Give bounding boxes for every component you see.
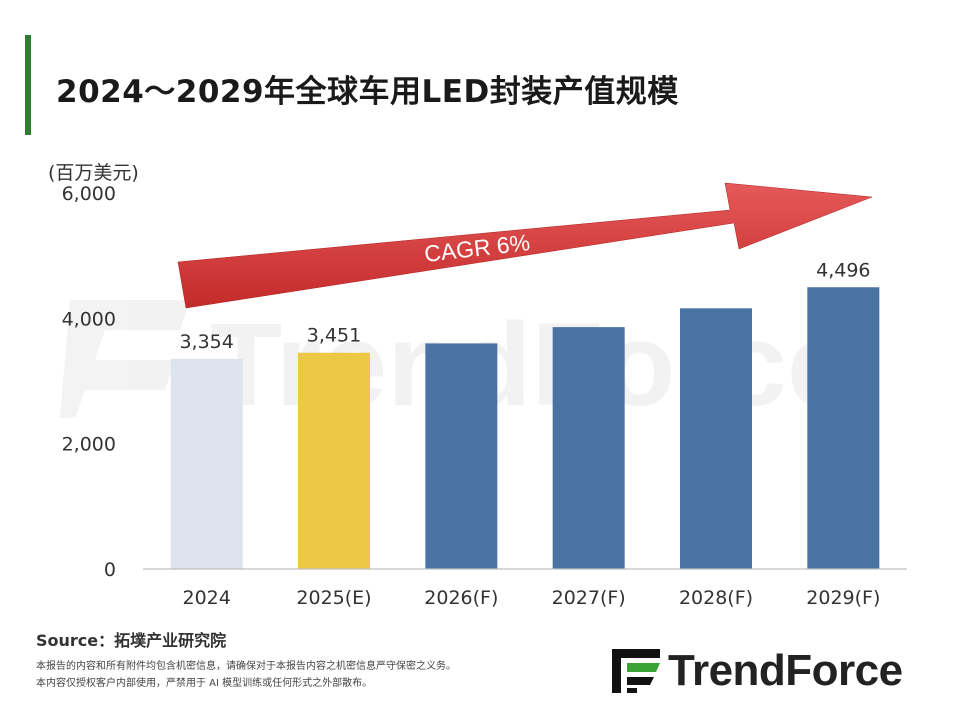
cagr-arrow-shape bbox=[177, 182, 873, 309]
bar bbox=[170, 358, 243, 569]
data-label: 3,451 bbox=[307, 325, 361, 347]
bar bbox=[807, 287, 880, 569]
y-tick-label: 4,000 bbox=[62, 308, 116, 330]
x-tick-label: 2025(E) bbox=[296, 587, 371, 609]
x-tick-label: 2029(F) bbox=[806, 587, 880, 609]
y-tick-label: 6,000 bbox=[62, 183, 116, 205]
disclaimer-line-1: 本报告的内容和所有附件均包含机密信息，请确保对于本报告内容之机密信息严守保密之义… bbox=[36, 661, 456, 672]
bar bbox=[298, 352, 370, 569]
disclaimer-line-2: 本内容仅授权客户内部使用，严禁用于 AI 模型训练或任何形式之外部散布。 bbox=[36, 678, 373, 689]
x-tick-label: 2028(F) bbox=[679, 587, 753, 609]
data-labels: 3,354 3,451 4,496 bbox=[179, 259, 870, 353]
title-accent-bar bbox=[25, 35, 31, 135]
y-tick-label: 2,000 bbox=[62, 434, 116, 456]
bar bbox=[552, 327, 625, 569]
y-axis-unit-label: (百万美元) bbox=[48, 162, 139, 184]
trendforce-logo: TrendForce bbox=[610, 646, 903, 696]
y-axis: 0 2,000 4,000 6,000 bbox=[62, 183, 116, 581]
cagr-arrow: CAGR 6% bbox=[177, 182, 873, 309]
bars bbox=[170, 287, 880, 569]
data-label: 4,496 bbox=[816, 259, 870, 281]
bar bbox=[425, 343, 498, 569]
data-label: 3,354 bbox=[179, 331, 233, 353]
y-tick-label: 0 bbox=[104, 559, 116, 581]
x-axis: 2024 2025(E) 2026(F) 2027(F) 2028(F) 2029(F) bbox=[182, 587, 880, 609]
trendforce-logo-icon bbox=[612, 649, 660, 693]
trendforce-logo-text: TrendForce bbox=[668, 646, 903, 695]
x-tick-label: 2026(F) bbox=[424, 587, 498, 609]
x-tick-label: 2024 bbox=[182, 587, 230, 609]
source-note: Source：拓墣产业研究院 bbox=[36, 631, 227, 650]
x-tick-label: 2027(F) bbox=[552, 587, 626, 609]
bar bbox=[680, 308, 752, 569]
watermark-logo-mark bbox=[60, 300, 190, 418]
page-title: 2024～2029年全球车用LED封装产值规模 bbox=[56, 74, 679, 110]
